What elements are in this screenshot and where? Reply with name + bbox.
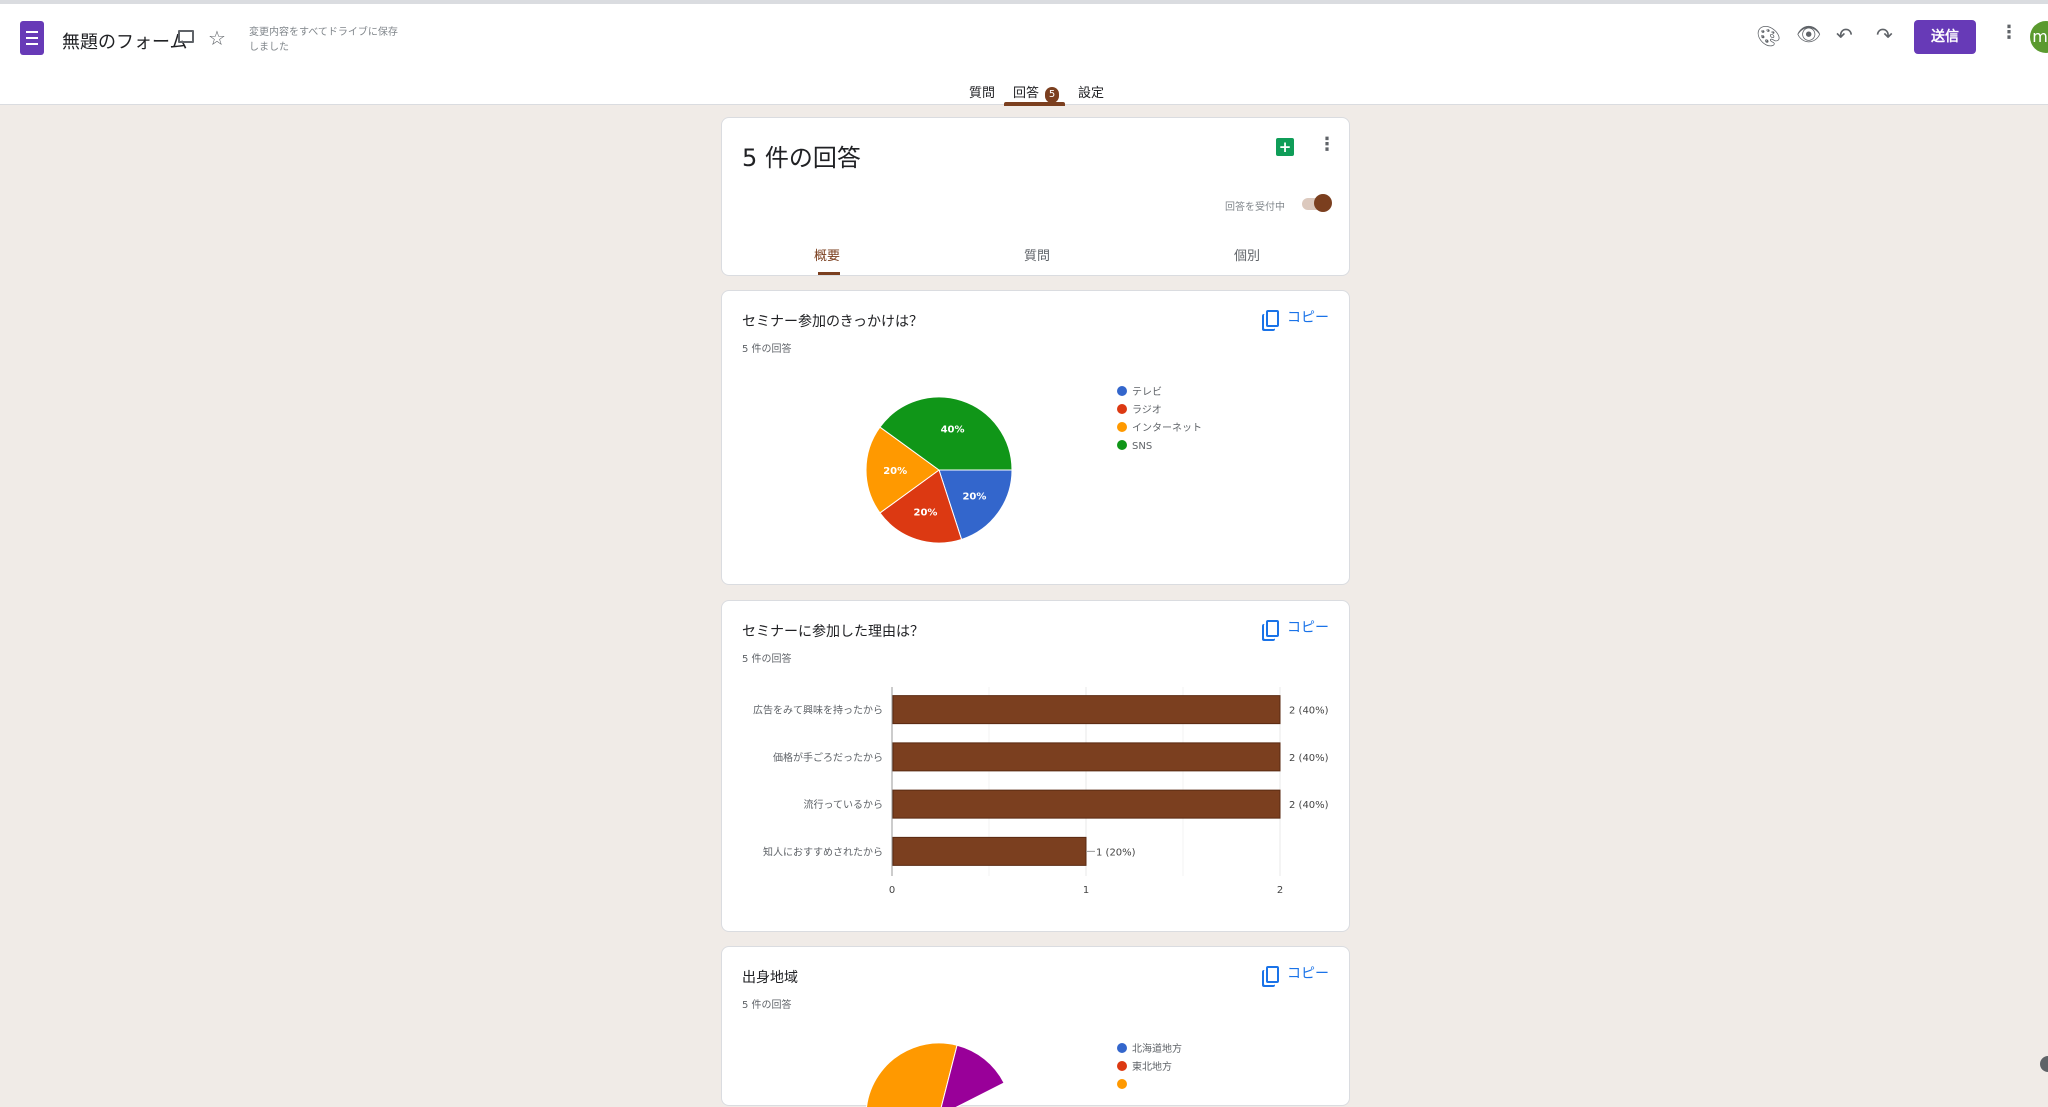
pie-slice (879, 396, 1013, 471)
legend-marker (1117, 386, 1127, 396)
legend-label: ラジオ (1132, 404, 1162, 416)
data-label: 2 (40%) (1289, 800, 1329, 811)
response-count: 5 件の回答 (742, 344, 792, 355)
tab-settings[interactable]: 設定 (1078, 86, 1105, 101)
copy-button[interactable]: コピー (1266, 307, 1329, 327)
responses-title: 5 件の回答 (742, 144, 861, 172)
bar (892, 836, 1087, 866)
pie-slice (865, 426, 940, 514)
avatar[interactable]: m (2030, 21, 2048, 53)
undo-icon[interactable]: ↶ (1836, 23, 1853, 47)
legend-marker (1117, 1079, 1127, 1089)
app-header: 無題のフォーム ☆ 変更内容をすべてドライブに保存しました 🎨︎ 👁︎ ↶ ↷ … (0, 4, 2048, 106)
category-label: 広告をみて興味を持ったから (753, 704, 883, 717)
save-status: 変更内容をすべてドライブに保存しました (249, 27, 398, 53)
folder-icon[interactable] (178, 30, 194, 43)
legend-label: テレビ (1132, 386, 1162, 398)
question-card: 出身地域 5 件の回答 コピー 北海道地方東北地方 (721, 946, 1350, 1107)
category-label: 価格が手ごろだったから (773, 751, 883, 764)
legend-marker (1117, 404, 1127, 414)
legend-label: インターネット (1132, 422, 1202, 434)
slice-label: 40% (941, 424, 965, 435)
accepting-label: 回答を受付中 (1225, 202, 1285, 213)
active-tab-indicator (1004, 102, 1065, 106)
more-vert-icon[interactable]: ⋮ (2000, 22, 2018, 43)
x-tick-label: 2 (1277, 885, 1283, 896)
legend-label: SNS (1132, 441, 1152, 452)
copy-label: コピー (1287, 966, 1329, 982)
bar-chart: 広告をみて興味を持ったから 2 (40%) 価格が手ごろだったから 2 (40%) 流行… (753, 687, 1329, 896)
x-tick-label: 1 (1083, 885, 1089, 896)
eye-icon[interactable]: 👁︎ (1796, 22, 1822, 46)
response-count: 5 件の回答 (742, 1000, 792, 1011)
slice-label: 20% (883, 466, 907, 477)
data-label: 2 (40%) (1289, 706, 1329, 717)
copy-button[interactable]: コピー (1266, 617, 1329, 637)
bar (892, 695, 1281, 725)
data-label: 1 (20%) (1096, 847, 1136, 858)
category-label: 流行っているから (804, 798, 884, 811)
tab-questions[interactable]: 質問 (969, 86, 996, 101)
category-label: 知人におすすめされたから (763, 845, 883, 858)
sheets-icon[interactable]: + (1276, 138, 1294, 156)
question-title: セミナー参加のきっかけは？ (742, 314, 924, 330)
window-top-border (0, 0, 2048, 4)
subtab-individual[interactable]: 個別 (1234, 249, 1261, 264)
active-subtab-indicator (818, 272, 840, 275)
subtab-summary[interactable]: 概要 (814, 249, 841, 264)
legend-marker (1117, 440, 1127, 450)
x-tick-label: 0 (889, 885, 895, 896)
slice-label: 20% (962, 492, 986, 503)
send-button[interactable]: 送信 (1914, 20, 1976, 54)
forms-logo-icon[interactable] (20, 21, 44, 55)
question-card: セミナー参加のきっかけは？ 5 件の回答 コピー 20% 20% 20% 40% テレビ… (721, 290, 1350, 585)
data-label: 2 (40%) (1289, 753, 1329, 764)
scroll-indicator[interactable] (2040, 1056, 2048, 1072)
toggle-knob[interactable] (1314, 194, 1332, 212)
legend-marker (1117, 1043, 1127, 1053)
legend-marker (1117, 422, 1127, 432)
more-vert-icon[interactable]: ⋮ (1318, 134, 1336, 155)
legend-marker (1117, 1061, 1127, 1071)
copy-icon (1266, 965, 1279, 983)
pie-slice (938, 469, 1013, 541)
subtab-question[interactable]: 質問 (1024, 249, 1051, 264)
copy-label: コピー (1287, 620, 1329, 636)
copy-label: コピー (1287, 310, 1329, 326)
responses-count-badge: 5 (1045, 87, 1060, 103)
bar (892, 789, 1281, 819)
copy-icon (1266, 309, 1279, 327)
slice-label: 20% (913, 508, 937, 519)
pie-slice (879, 469, 963, 544)
response-count: 5 件の回答 (742, 654, 792, 665)
form-title[interactable]: 無題のフォーム (62, 32, 188, 53)
legend-label: 北海道地方 (1132, 1042, 1182, 1055)
tab-responses-label: 回答 (1013, 86, 1040, 101)
question-title: 出身地域 (742, 970, 798, 986)
copy-button[interactable]: コピー (1266, 963, 1329, 983)
copy-icon (1266, 619, 1279, 637)
question-title: セミナーに参加した理由は？ (742, 624, 924, 640)
tab-responses[interactable]: 回答 5 (1013, 82, 1060, 103)
question-card: セミナーに参加した理由は？ 5 件の回答 コピー 広告をみて興味を持ったから 2 … (721, 600, 1350, 932)
star-icon[interactable]: ☆ (208, 26, 226, 50)
palette-icon[interactable]: 🎨︎ (1756, 24, 1782, 48)
legend-label: 東北地方 (1132, 1060, 1172, 1073)
bar (892, 742, 1281, 772)
redo-icon[interactable]: ↷ (1876, 23, 1893, 47)
responses-summary-card: 5 件の回答 + ⋮ 回答を受付中 概要 質問 個別 (721, 117, 1350, 276)
